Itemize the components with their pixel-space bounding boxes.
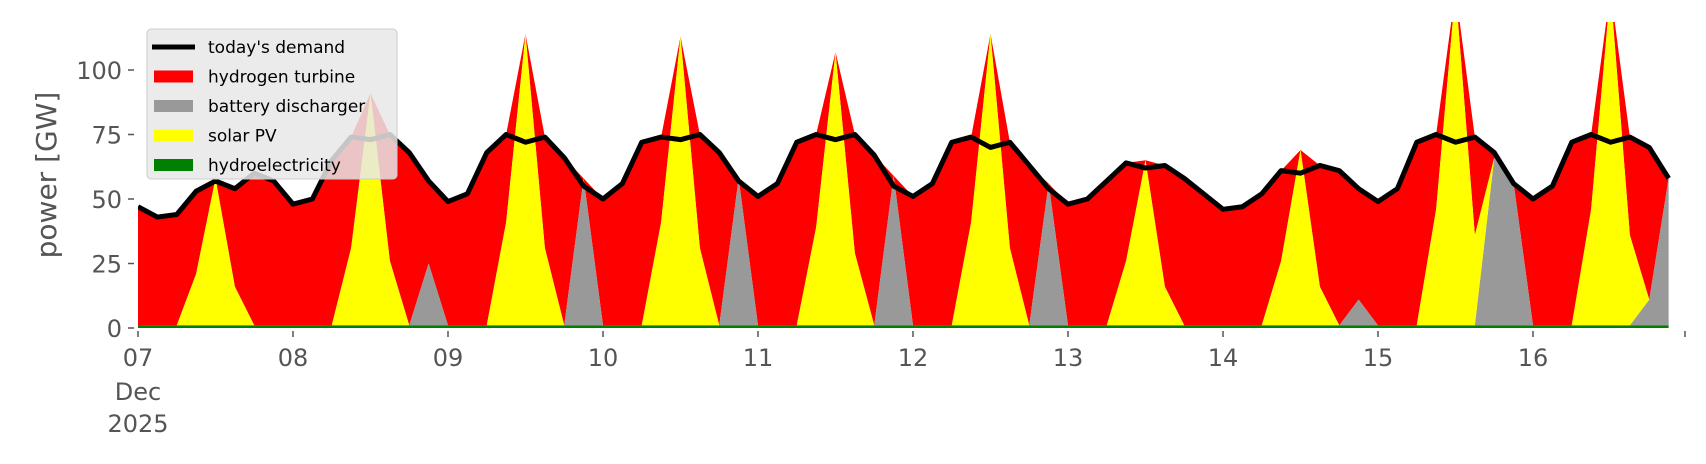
x-tick-label: 07 (123, 344, 154, 372)
legend-swatch (154, 159, 193, 171)
solar-PV-area (138, 22, 1669, 326)
hydrogen-turbine-area (138, 22, 1669, 326)
x-tick-label: 13 (1053, 344, 1084, 372)
hydroelectricity-area (138, 325, 1669, 328)
battery-discharger-area (138, 157, 1669, 326)
y-tick-label: 75 (91, 122, 122, 150)
legend-label: solar PV (208, 127, 277, 147)
legend-label: hydrogen turbine (208, 68, 355, 88)
y-axis-label: power [GW] (30, 92, 63, 259)
legend-box (146, 28, 398, 180)
y-tick-label: 25 (91, 251, 122, 279)
x-tick-label: 16 (1518, 344, 1549, 372)
legend-swatch (154, 129, 193, 142)
x-tick-label: 15 (1363, 344, 1394, 372)
y-tick-label: 100 (76, 57, 122, 85)
y-tick-label: 50 (91, 186, 122, 214)
legend: today's demand hydrogen turbine battery di… (146, 28, 398, 180)
y-tick-label: 0 (107, 315, 122, 343)
legend-label: hydroelectricity (208, 156, 341, 176)
x-tick-label: 09 (433, 344, 464, 372)
x-tick-label: 12 (898, 344, 929, 372)
x-axis: 07 Dec 2025 08 09 10 11 12 13 14 15 16 (107, 331, 1686, 438)
x-tick-month: Dec (115, 378, 161, 406)
stacked-areas (138, 22, 1669, 328)
x-tick-label: 11 (743, 344, 774, 372)
x-tick-year: 2025 (107, 410, 168, 438)
legend-swatch (154, 100, 193, 112)
x-tick-label: 08 (278, 344, 309, 372)
legend-label: today's demand (208, 38, 345, 58)
x-tick-label: 10 (588, 344, 619, 372)
legend-label: battery discharger (208, 97, 365, 117)
legend-swatch (154, 70, 193, 83)
y-axis: 0 25 50 75 100 (76, 57, 134, 343)
x-tick-label: 14 (1208, 344, 1239, 372)
